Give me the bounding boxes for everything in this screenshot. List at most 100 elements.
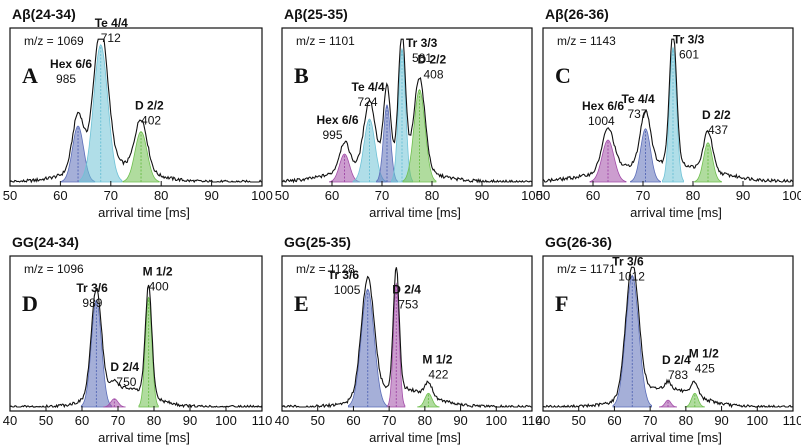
x-tick-label: 60: [53, 188, 67, 203]
peak-cross-section-value: 400: [149, 279, 169, 293]
peak-oligomer-name: M: [143, 264, 153, 278]
x-tick-label: 80: [686, 188, 700, 203]
chart-panel-a: Aβ(24-34) m/z = 1069 A 50 60 70 80 90 100 arrival…: [3, 6, 273, 220]
x-tick-label: 60: [607, 413, 621, 428]
plot-frame: [9, 255, 263, 412]
x-tick-label: 90: [736, 188, 750, 203]
arrival-time-trace: [281, 267, 532, 409]
peak-cross-section-value: 995: [323, 128, 343, 142]
arrival-time-trace: [9, 284, 263, 409]
panel-letter: C: [555, 63, 571, 88]
x-tick-label: 40: [3, 413, 17, 428]
peak-label: M 1/2: [143, 264, 173, 278]
x-tick-label: 100: [782, 188, 801, 203]
x-tick-label: 80: [147, 413, 161, 428]
peak-fraction: 2/2: [144, 99, 164, 113]
x-tick-label: 90: [453, 413, 467, 428]
x-tick-label: 100: [251, 188, 273, 203]
peak-fill-1: [79, 44, 123, 183]
plot-frame: [9, 27, 263, 187]
mz-label: m/z = 1101: [296, 34, 355, 48]
peak-fraction: 3/6: [339, 268, 359, 282]
peak-label: Te 4/4: [622, 92, 655, 106]
peak-fraction: 3/3: [684, 33, 704, 47]
peak-fraction: 4/4: [635, 92, 655, 106]
peak-fraction: 3/6: [624, 254, 644, 268]
chart-panel-c: Aβ(26-36) m/z = 1143 C 50 60 70 80 90 100 arrival…: [536, 6, 801, 220]
x-tick-label: 110: [783, 413, 801, 428]
panel-title: Aβ(24-34): [12, 6, 76, 22]
peak-label: Tr 3/6: [328, 268, 360, 282]
x-tick-label: 90: [714, 413, 728, 428]
x-axis-label: arrival time [ms]: [369, 430, 461, 445]
x-tick-label: 100: [215, 413, 237, 428]
peak-label: Tr 3/3: [406, 36, 438, 50]
peak-fraction: 4/4: [108, 16, 128, 30]
panel-title: Aβ(25-35): [284, 6, 348, 22]
x-tick-label: 80: [679, 413, 693, 428]
plot-frame: [542, 255, 794, 412]
panel-title: GG(25-35): [284, 234, 351, 250]
x-tick-label: 50: [571, 413, 585, 428]
mz-label: m/z = 1096: [24, 262, 84, 276]
peak-oligomer-name: Tr: [673, 33, 685, 47]
peak-fraction: 4/4: [365, 80, 385, 94]
panel-letter: B: [294, 63, 309, 88]
peak-fraction: 2/4: [671, 353, 691, 367]
peak-label: D 2/2: [418, 53, 447, 67]
peak-fraction: 6/6: [339, 113, 359, 127]
x-axis-label: arrival time [ms]: [630, 430, 722, 445]
peak-oligomer-name: Tr: [328, 268, 340, 282]
arrival-time-trace: [542, 38, 794, 183]
peak-label: Hex 6/6: [582, 99, 624, 113]
peak-fraction: 3/6: [88, 281, 108, 295]
peak-label: D 2/4: [110, 360, 139, 374]
x-tick-label: 110: [522, 413, 543, 428]
panel-letter: E: [294, 291, 309, 316]
peak-cross-section-value: 1004: [588, 114, 615, 128]
peak-oligomer-name: Tr: [612, 254, 624, 268]
x-tick-label: 50: [39, 413, 53, 428]
peak-fraction: 2/4: [401, 283, 421, 297]
panel-letter: F: [555, 291, 568, 316]
peak-oligomer-name: M: [422, 352, 432, 366]
peak-oligomer-name: Te: [95, 16, 108, 30]
x-tick-label: 90: [183, 413, 197, 428]
peak-fraction: 2/2: [711, 108, 731, 122]
peak-cross-section-value: 985: [56, 72, 76, 86]
peak-oligomer-name: Te: [622, 92, 635, 106]
panel-title: GG(24-34): [12, 234, 79, 250]
x-tick-label: 70: [636, 188, 650, 203]
peak-oligomer-name: Hex: [582, 99, 604, 113]
peak-oligomer-name: D: [135, 99, 144, 113]
peak-cross-section-value: 783: [668, 368, 688, 382]
peak-fraction: 6/6: [72, 57, 92, 71]
chart-panel-d: GG(24-34) m/z = 1096 D 40 50 60 70 80 90 100 110 ar…: [3, 234, 273, 445]
peak-cross-section-value: 581: [412, 51, 432, 65]
peak-cross-section-value: 425: [695, 361, 715, 375]
x-tick-label: 70: [111, 413, 125, 428]
peak-cross-section-value: 1005: [334, 283, 361, 297]
peak-fill-2: [138, 296, 159, 408]
peak-oligomer-name: Hex: [50, 57, 72, 71]
x-tick-label: 60: [325, 188, 339, 203]
arrival-time-trace: [542, 266, 794, 409]
peak-fraction: 1/2: [432, 352, 452, 366]
peak-cross-section-value: 724: [358, 95, 378, 109]
x-tick-label: 70: [643, 413, 657, 428]
x-tick-label: 70: [104, 188, 118, 203]
peak-fraction: 2/4: [119, 360, 139, 374]
x-tick-label: 50: [275, 188, 289, 203]
peak-cross-section-value: 753: [398, 298, 418, 312]
peak-label: Tr 3/6: [612, 254, 644, 268]
peak-cross-section-value: 750: [116, 375, 136, 389]
x-axis-label: arrival time [ms]: [98, 205, 190, 220]
peak-fraction: 3/3: [417, 36, 437, 50]
x-axis-label: arrival time [ms]: [369, 205, 461, 220]
x-tick-label: 70: [382, 413, 396, 428]
x-tick-label: 80: [425, 188, 439, 203]
peak-fill-1: [659, 399, 677, 408]
plot-frame: [281, 255, 533, 412]
peak-label: Tr 3/3: [673, 33, 705, 47]
panel-letter: A: [22, 63, 38, 88]
